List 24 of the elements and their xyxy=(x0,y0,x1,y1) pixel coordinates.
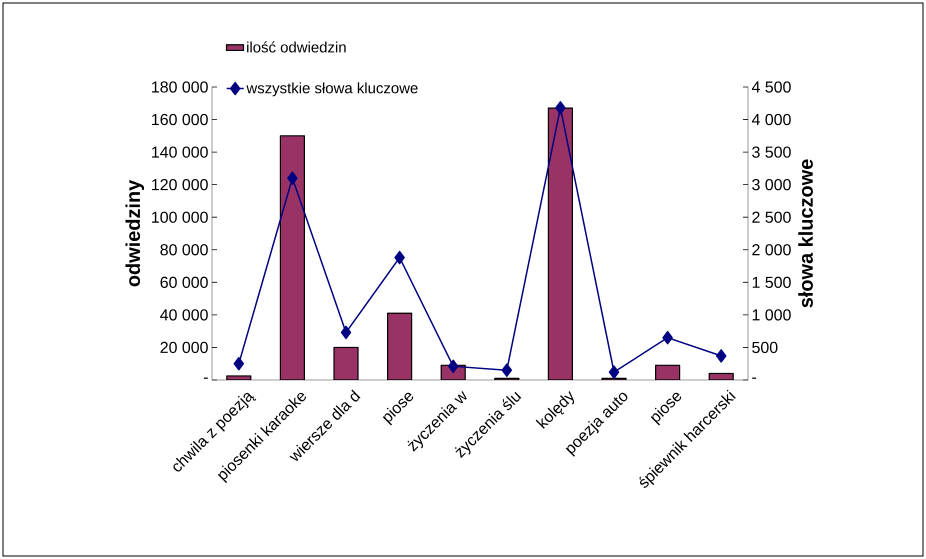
y-tick-label: 80 000 xyxy=(160,244,208,256)
y2-tick-label: 500 xyxy=(752,342,778,354)
y-tick-label: 40 000 xyxy=(160,309,208,321)
legend-label: wszystkie słowa kluczowe xyxy=(246,82,418,96)
y2-axis-title: słowa kluczowe xyxy=(798,159,813,308)
y-tick-label: 120 000 xyxy=(152,179,208,190)
legend-label: ilość odwiedzin xyxy=(247,41,346,53)
y-tick-label: 20 000 xyxy=(160,342,208,354)
y-tick-label: 100 000 xyxy=(152,212,208,223)
y2-tick-label: 2 000 xyxy=(752,244,791,256)
y2-tick-label: 1 000 xyxy=(752,309,791,321)
y-axis-title: odwiedziny xyxy=(125,180,144,286)
y-tick-label: 160 000 xyxy=(152,114,208,126)
y2-tick-label: 3 500 xyxy=(752,146,791,158)
y2-tick-label: 4 500 xyxy=(752,81,791,93)
y2-tick-label: 3 000 xyxy=(752,179,791,190)
y-tick-label: - xyxy=(204,378,208,379)
y2-tick-label: 4 000 xyxy=(752,114,791,126)
y-tick-label: 60 000 xyxy=(160,276,208,288)
y2-tick-label: 1 500 xyxy=(752,276,791,288)
y-tick-label: 140 000 xyxy=(152,146,208,158)
y2-tick-label: - xyxy=(752,378,756,379)
y-tick-label: 180 000 xyxy=(152,81,208,93)
y2-tick-label: 2 500 xyxy=(752,212,791,223)
